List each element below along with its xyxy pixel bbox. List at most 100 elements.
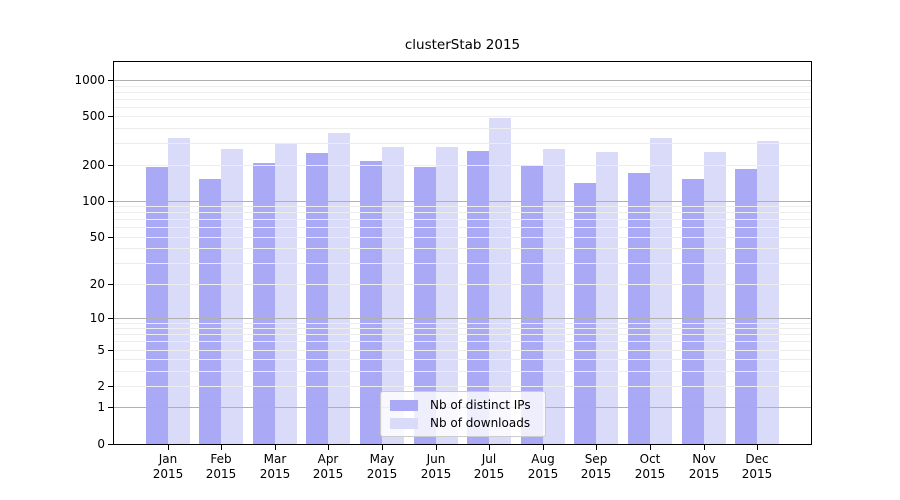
y-tick-label-5: 5 (97, 343, 105, 357)
y-tick-label-20: 20 (89, 277, 105, 291)
x-tick-label-year-may: 2015 (366, 467, 398, 481)
bar-oct-distinct-ips (627, 172, 650, 444)
x-tick-label-month-dec: Dec (745, 452, 769, 466)
y-tick-label-2: 2 (97, 379, 105, 393)
y-tick-mark-500 (108, 116, 113, 117)
x-tick-label-month-jan: Jan (158, 452, 178, 466)
y-tick-mark-5 (108, 350, 113, 351)
x-tick-label-month-sep: Sep (584, 452, 608, 466)
legend: Nb of distinct IPs Nb of downloads (380, 391, 546, 437)
bar-nov-downloads (703, 151, 726, 444)
gridline-3 (114, 371, 811, 372)
x-tick-mark-may (382, 445, 383, 450)
gridline-6 (114, 341, 811, 342)
x-tick-label-month-may: May (369, 452, 395, 466)
bar-jun-distinct-ips (413, 166, 436, 444)
gridline-5 (114, 350, 811, 351)
gridline-200 (114, 165, 811, 166)
bar-sep-distinct-ips (574, 182, 597, 444)
bar-mar-distinct-ips (252, 162, 275, 444)
bar-aug-distinct-ips (520, 165, 543, 444)
gridline-900 (114, 86, 811, 87)
gridline-8 (114, 328, 811, 329)
x-tick-mark-apr (328, 445, 329, 450)
bar-dec-downloads (757, 141, 780, 444)
y-tick-mark-20 (108, 284, 113, 285)
x-tick-mark-jun (436, 445, 437, 450)
x-tick-mark-aug (543, 445, 544, 450)
y-tick-mark-2 (108, 386, 113, 387)
x-tick-label-month-mar: Mar (263, 452, 287, 466)
plot-area (113, 61, 812, 445)
x-tick-mark-jul (489, 445, 490, 450)
gridline-40 (114, 248, 811, 249)
gridline-9 (114, 323, 811, 324)
gridline-4 (114, 359, 811, 360)
gridline-20 (114, 284, 811, 285)
x-tick-label-year-oct: 2015 (634, 467, 666, 481)
y-tick-label-0: 0 (97, 437, 105, 451)
x-tick-label-month-nov: Nov (692, 452, 716, 466)
y-tick-label-10: 10 (89, 311, 105, 325)
gridline-100 (114, 201, 811, 202)
y-tick-label-50: 50 (89, 230, 105, 244)
x-tick-mark-jan (168, 445, 169, 450)
bar-jan-distinct-ips (145, 167, 168, 444)
x-tick-label-year-sep: 2015 (580, 467, 612, 481)
y-tick-label-1: 1 (97, 400, 105, 414)
gridline-1000 (114, 80, 811, 81)
legend-item-downloads: Nb of downloads (390, 416, 545, 430)
bar-oct-downloads (649, 138, 672, 444)
x-tick-label-year-nov: 2015 (688, 467, 720, 481)
x-tick-label-year-jul: 2015 (473, 467, 505, 481)
legend-label-downloads: Nb of downloads (430, 416, 531, 430)
bar-feb-distinct-ips (199, 178, 222, 444)
gridline-700 (114, 99, 811, 100)
x-tick-label-month-oct: Oct (639, 452, 661, 466)
x-tick-mark-oct (650, 445, 651, 450)
chart-title: clusterStab 2015 (404, 37, 521, 53)
x-tick-mark-nov (704, 445, 705, 450)
y-tick-mark-1000 (108, 80, 113, 81)
y-tick-mark-1 (108, 407, 113, 408)
bar-jan-downloads (167, 138, 190, 444)
y-tick-mark-0 (108, 444, 113, 445)
x-tick-label-year-apr: 2015 (312, 467, 344, 481)
x-tick-label-year-mar: 2015 (259, 467, 291, 481)
bar-may-distinct-ips (359, 161, 382, 444)
gridline-30 (114, 263, 811, 264)
gridline-400 (114, 128, 811, 129)
x-tick-label-year-aug: 2015 (527, 467, 559, 481)
x-tick-label-month-feb: Feb (210, 452, 232, 466)
bar-feb-downloads (221, 149, 244, 444)
x-tick-label-year-jan: 2015 (152, 467, 184, 481)
y-tick-mark-10 (108, 318, 113, 319)
gridline-300 (114, 143, 811, 144)
y-tick-label-100: 100 (82, 194, 105, 208)
x-tick-label-month-aug: Aug (531, 452, 555, 466)
legend-swatch-downloads (390, 417, 418, 429)
bar-jul-downloads (489, 118, 512, 444)
x-tick-mark-feb (221, 445, 222, 450)
gridline-800 (114, 92, 811, 93)
y-tick-mark-200 (108, 165, 113, 166)
x-tick-label-month-apr: Apr (317, 452, 339, 466)
y-tick-label-200: 200 (82, 158, 105, 172)
gridline-600 (114, 107, 811, 108)
gridline-50 (114, 237, 811, 238)
x-tick-label-year-feb: 2015 (205, 467, 237, 481)
gridline-80 (114, 212, 811, 213)
x-tick-label-year-jun: 2015 (420, 467, 452, 481)
y-tick-mark-100 (108, 201, 113, 202)
bar-jul-distinct-ips (467, 150, 490, 444)
bar-nov-distinct-ips (681, 178, 704, 444)
gridlines-layer (114, 62, 811, 444)
gridline-500 (114, 116, 811, 117)
y-tick-label-500: 500 (82, 109, 105, 123)
legend-swatch-distinct-ips (390, 399, 418, 411)
x-tick-mark-dec (757, 445, 758, 450)
y-tick-mark-50 (108, 237, 113, 238)
bar-apr-downloads (328, 132, 351, 444)
gridline-90 (114, 206, 811, 207)
